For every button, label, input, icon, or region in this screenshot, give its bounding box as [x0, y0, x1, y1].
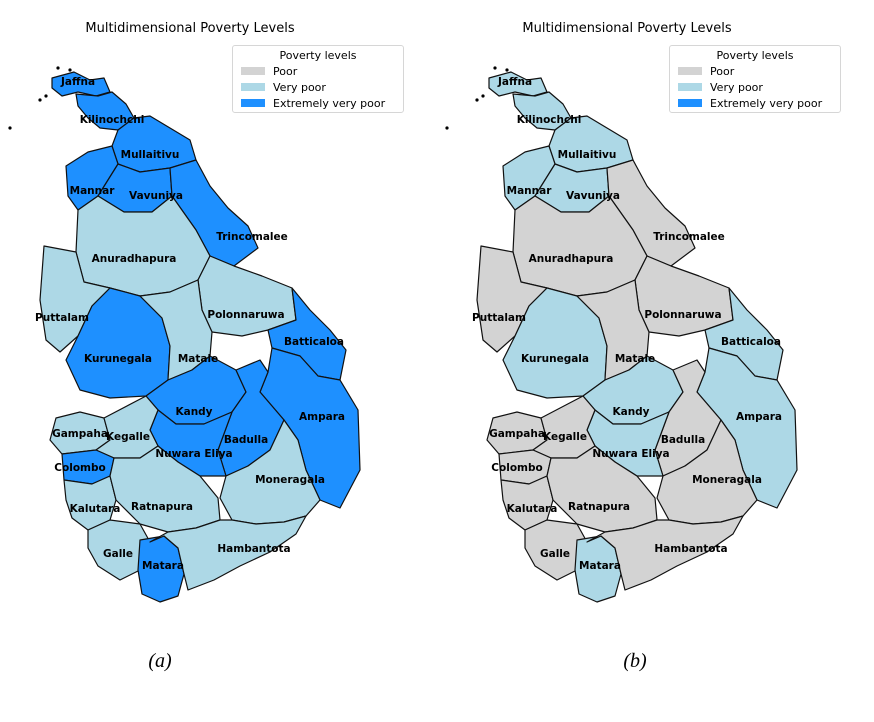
district-label-kilinochchi: Kilinochchi	[80, 114, 145, 126]
islet	[38, 98, 42, 102]
legend-item-extremely-very-poor: Extremely very poor	[678, 96, 823, 110]
district-label-kandy: Kandy	[612, 406, 649, 418]
district-label-puttalam: Puttalam	[35, 312, 89, 324]
figure-caption: (a)	[148, 650, 172, 672]
district-label-ampara: Ampara	[299, 411, 345, 423]
legend-item-very-poor: Very poor	[678, 80, 763, 94]
district-label-kurunegala: Kurunegala	[521, 353, 589, 365]
district-label-batticaloa: Batticaloa	[721, 336, 781, 348]
islet	[8, 126, 12, 130]
district-label-ratnapura: Ratnapura	[131, 501, 193, 513]
legend-label: Poor	[710, 64, 735, 78]
map-panel-a: Multidimensional Poverty Levels Jaffna Ki…	[8, 21, 404, 672]
district-label-mullaitivu: Mullaitivu	[121, 149, 180, 161]
district-label-moneragala: Moneragala	[255, 474, 325, 486]
district-label-mannar: Mannar	[70, 185, 116, 197]
islet	[68, 68, 72, 72]
district-label-hambantota: Hambantota	[654, 543, 727, 555]
district-label-colombo: Colombo	[491, 462, 542, 474]
legend-swatch-poor	[241, 67, 265, 75]
legend-item-extremely-very-poor: Extremely very poor	[241, 96, 386, 110]
district-label-gampaha: Gampaha	[489, 428, 545, 440]
district-label-kegalle: Kegalle	[543, 431, 587, 443]
district-label-matale: Matale	[178, 353, 218, 365]
legend-label: Extremely very poor	[710, 96, 823, 110]
legend: Poverty levels Poor Very poor Extremely …	[669, 45, 841, 113]
district-label-ratnapura: Ratnapura	[568, 501, 630, 513]
district-label-batticaloa: Batticaloa	[284, 336, 344, 348]
district-label-badulla: Badulla	[224, 434, 268, 446]
district-label-kilinochchi: Kilinochchi	[517, 114, 582, 126]
map-panel-b: Multidimensional Poverty Levels Jaffna Ki…	[437, 0, 874, 722]
district-label-anuradhapura: Anuradhapura	[529, 253, 614, 265]
legend-label: Extremely very poor	[273, 96, 386, 110]
islet	[445, 126, 449, 130]
figure-caption: (b)	[623, 650, 647, 672]
district-label-mannar: Mannar	[507, 185, 553, 197]
district-map: Jaffna Kilinochchi Mullaitivu Mannar Vavuniy…	[8, 66, 361, 603]
district-label-nuwara-eliya: Nuwara Eliya	[592, 448, 669, 460]
legend-swatch-extremely-very-poor	[678, 99, 702, 107]
district-label-vavuniya: Vavuniya	[129, 190, 183, 202]
district-polonnaruwa	[634, 255, 734, 337]
district-label-colombo: Colombo	[54, 462, 105, 474]
district-label-anuradhapura: Anuradhapura	[92, 253, 177, 265]
legend-label: Very poor	[710, 80, 763, 94]
map-title: Multidimensional Poverty Levels	[85, 21, 295, 36]
district-label-kurunegala: Kurunegala	[84, 353, 152, 365]
district-label-moneragala: Moneragala	[692, 474, 762, 486]
district-label-ampara: Ampara	[736, 411, 782, 423]
legend-swatch-very-poor	[678, 83, 702, 91]
legend: Poverty levels Poor Very poor Extremely …	[232, 45, 404, 113]
district-polonnaruwa	[197, 255, 297, 337]
legend-swatch-extremely-very-poor	[241, 99, 265, 107]
district-label-matara: Matara	[579, 560, 621, 572]
district-label-matara: Matara	[142, 560, 184, 572]
legend-item-poor: Poor	[678, 64, 735, 78]
islet	[481, 94, 485, 98]
district-label-galle: Galle	[540, 548, 570, 560]
district-hambantota	[149, 515, 307, 591]
district-label-trincomalee: Trincomalee	[653, 231, 725, 243]
islet	[475, 98, 479, 102]
legend-label: Poor	[273, 64, 298, 78]
district-label-matale: Matale	[615, 353, 655, 365]
district-label-badulla: Badulla	[661, 434, 705, 446]
district-label-galle: Galle	[103, 548, 133, 560]
map-title: Multidimensional Poverty Levels	[522, 21, 732, 36]
legend-title: Poverty levels	[716, 49, 794, 62]
legend-label: Very poor	[273, 80, 326, 94]
district-label-jaffna: Jaffna	[60, 76, 95, 88]
district-label-kandy: Kandy	[175, 406, 212, 418]
district-hambantota	[586, 515, 744, 591]
district-label-polonnaruwa: Polonnaruwa	[207, 309, 284, 321]
district-label-nuwara-eliya: Nuwara Eliya	[155, 448, 232, 460]
islet	[56, 66, 60, 70]
district-label-trincomalee: Trincomalee	[216, 231, 288, 243]
district-label-kalutara: Kalutara	[507, 503, 558, 515]
district-label-hambantota: Hambantota	[217, 543, 290, 555]
legend-title: Poverty levels	[279, 49, 357, 62]
district-label-kegalle: Kegalle	[106, 431, 150, 443]
islet	[493, 66, 497, 70]
legend-swatch-poor	[678, 67, 702, 75]
district-label-vavuniya: Vavuniya	[566, 190, 620, 202]
legend-swatch-very-poor	[241, 83, 265, 91]
district-label-polonnaruwa: Polonnaruwa	[644, 309, 721, 321]
islet	[44, 94, 48, 98]
district-label-gampaha: Gampaha	[52, 428, 108, 440]
legend-item-very-poor: Very poor	[241, 80, 326, 94]
district-map: Jaffna Kilinochchi Mullaitivu Mannar Vavuniy…	[445, 66, 798, 603]
district-label-jaffna: Jaffna	[497, 76, 532, 88]
district-label-mullaitivu: Mullaitivu	[558, 149, 617, 161]
legend-item-poor: Poor	[241, 64, 298, 78]
district-label-puttalam: Puttalam	[472, 312, 526, 324]
islet	[505, 68, 509, 72]
district-label-kalutara: Kalutara	[70, 503, 121, 515]
